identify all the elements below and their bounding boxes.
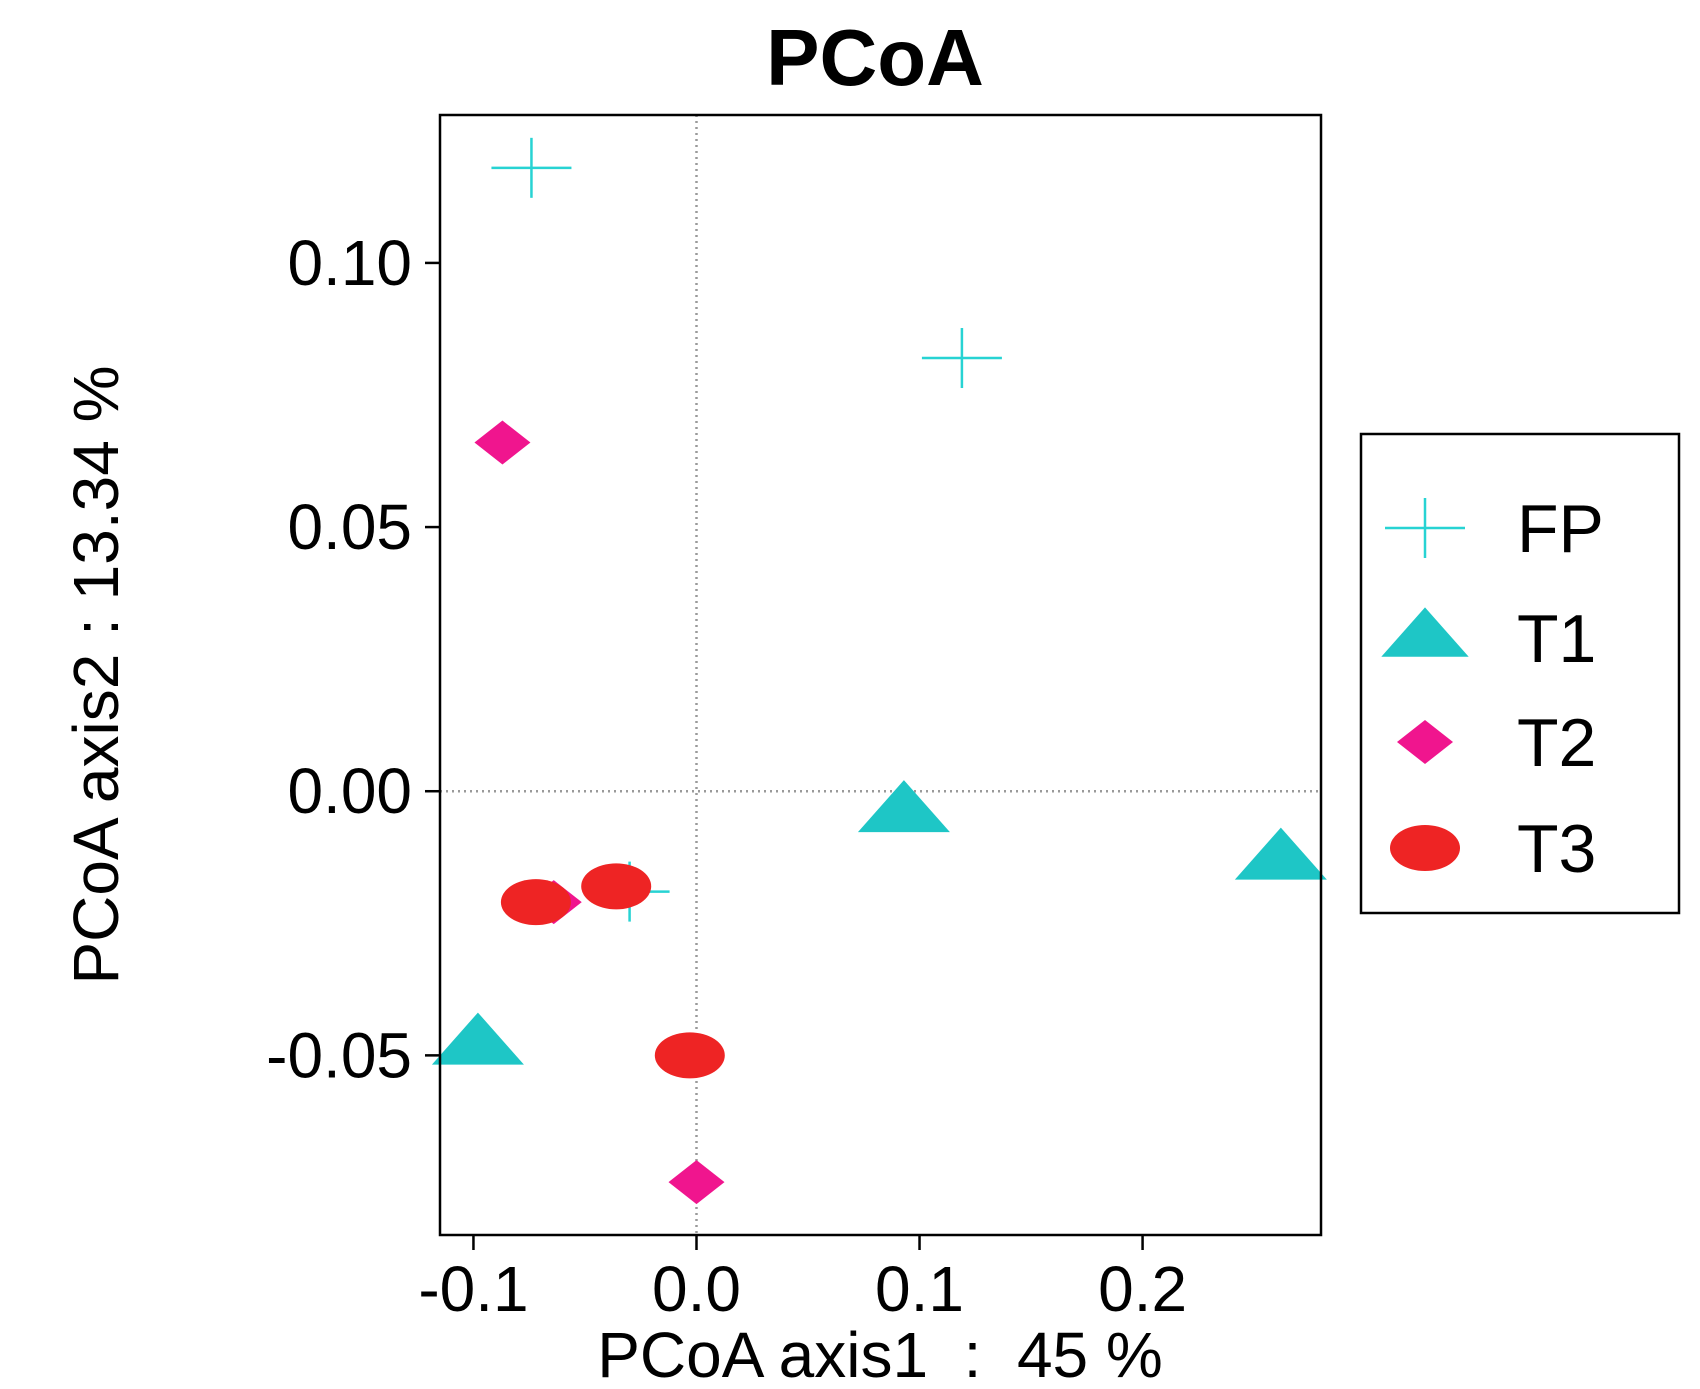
legend-marker-t3: [1390, 825, 1460, 871]
reference-lines: [440, 115, 1321, 1235]
legend: FP T1 T2 T3: [1359, 432, 1681, 915]
point-t1-2: [1234, 827, 1327, 880]
y-tick-label: 0.00: [287, 755, 412, 827]
point-t1-3: [431, 1012, 524, 1065]
x-tick-label: 0.2: [1098, 1253, 1187, 1325]
x-tick-label: -0.1: [418, 1253, 528, 1325]
tick-labels: -0.1 0.0 0.1 0.2 -0.05 0.00 0.05 0.10: [266, 227, 1187, 1325]
point-t1-1: [857, 780, 950, 833]
point-t3-1: [500, 879, 571, 926]
x-tick-label: 0.1: [875, 1253, 964, 1325]
legend-label-t3: T3: [1517, 811, 1596, 887]
y-axis-label: PCoA axis2 : 13.34 %: [60, 365, 132, 984]
x-tick-label: 0.0: [652, 1253, 741, 1325]
y-tick-label: 0.10: [287, 227, 412, 299]
legend-label-fp: FP: [1517, 491, 1604, 567]
y-tick-label: 0.05: [287, 491, 412, 563]
x-axis-label: PCoA axis1 : 45 %: [597, 1319, 1163, 1389]
point-fp-1: [491, 137, 572, 198]
chart-title: PCoA: [766, 13, 984, 102]
data-points: [431, 137, 1327, 1205]
axis-ticks: [425, 261, 1144, 1250]
point-t3-2: [581, 863, 652, 910]
legend-marker-t1: [1381, 607, 1469, 657]
point-fp-2: [921, 328, 1002, 389]
point-t2-1: [474, 420, 531, 465]
legend-label-t2: T2: [1517, 705, 1596, 781]
y-tick-label: -0.05: [266, 1019, 412, 1091]
legend-marker-t2: [1397, 720, 1453, 764]
legend-label-t1: T1: [1517, 601, 1596, 677]
point-t3-3: [654, 1032, 725, 1079]
point-t2-3: [668, 1160, 725, 1205]
plot-frame: [438, 113, 1323, 1237]
legend-marker-fp: [1385, 498, 1465, 558]
